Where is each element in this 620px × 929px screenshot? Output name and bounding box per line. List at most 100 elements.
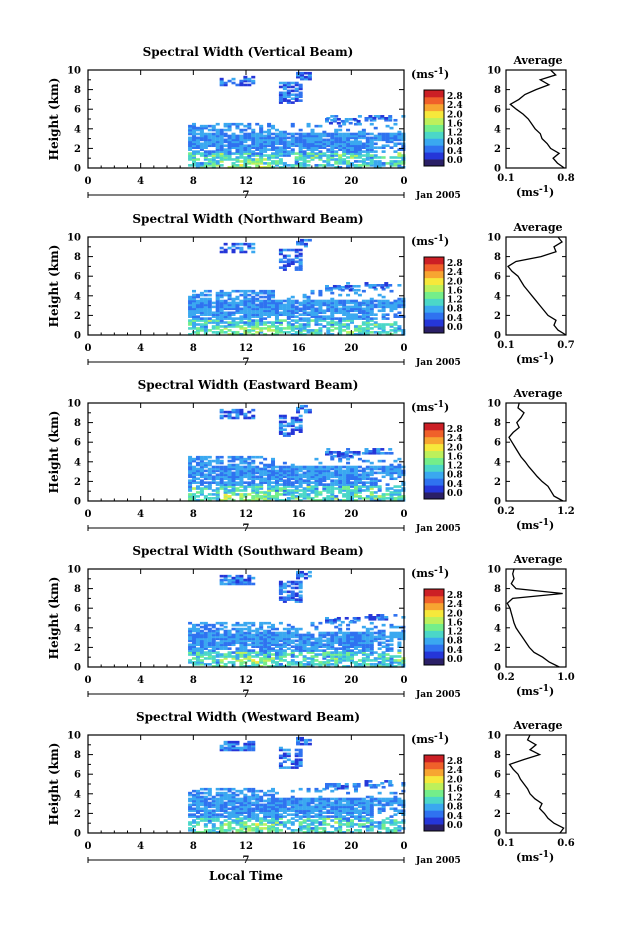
echo-cell: [306, 481, 311, 484]
echo-cell: [211, 162, 216, 165]
echo-cell: [306, 311, 311, 315]
echo-cell: [219, 408, 224, 412]
average-unit: (ms-1): [516, 185, 554, 199]
echo-cell: [306, 317, 311, 320]
echo-cell: [306, 805, 311, 809]
echo-cell: [353, 477, 358, 481]
echo-cell: [338, 319, 343, 322]
echo-cell: [318, 315, 323, 318]
echo-cell: [235, 122, 240, 126]
echo-cell: [274, 815, 279, 818]
echo-cell: [322, 479, 327, 482]
echo-cell: [219, 305, 224, 309]
echo-cell: [255, 309, 260, 313]
echo-cell: [389, 657, 394, 660]
heatmap-cells: [188, 238, 406, 336]
echo-cell: [227, 479, 232, 482]
echo-cell: [227, 323, 232, 326]
y-tick-label: 4: [74, 623, 81, 634]
echo-cell: [326, 655, 331, 658]
echo-cell: [302, 301, 307, 305]
echo-cell: [334, 146, 339, 149]
echo-cell: [207, 627, 212, 631]
avg-x-tick-label: 0.1: [497, 173, 514, 184]
echo-cell: [211, 325, 216, 328]
echo-cell: [223, 633, 228, 637]
echo-cell: [235, 813, 240, 816]
echo-cell: [365, 321, 370, 324]
echo-cell: [318, 665, 323, 668]
echo-cell: [243, 641, 248, 645]
echo-cell: [274, 156, 279, 159]
echo-cell: [393, 491, 398, 494]
echo-cell: [199, 655, 204, 658]
echo-cell: [373, 156, 378, 159]
echo-cell: [215, 301, 220, 305]
echo-cell: [239, 789, 244, 793]
echo-cell: [243, 580, 248, 584]
echo-cell: [192, 813, 197, 816]
echo-cell: [188, 323, 193, 326]
echo-cell: [286, 101, 291, 104]
echo-cell: [303, 576, 308, 580]
echo-cell: [199, 475, 204, 479]
echo-cell: [369, 146, 374, 149]
echo-cell: [302, 821, 307, 824]
echo-cell: [239, 457, 244, 461]
echo-cell: [334, 138, 339, 142]
echo-cell: [239, 576, 244, 580]
echo-cell: [203, 825, 208, 828]
echo-cell: [373, 303, 378, 307]
echo-cell: [330, 633, 335, 637]
echo-cell: [274, 321, 279, 324]
echo-cell: [255, 154, 260, 157]
echo-cell: [350, 162, 355, 165]
echo-cell: [192, 305, 197, 309]
echo-cell: [271, 291, 276, 295]
echo-cell: [314, 641, 319, 645]
echo-cell: [219, 801, 224, 805]
date-label: Jan 2005: [415, 358, 461, 368]
echo-cell: [330, 333, 335, 336]
echo-cell: [286, 424, 291, 428]
echo-cell: [274, 799, 279, 803]
echo-cell: [342, 134, 347, 138]
echo-cell: [389, 156, 394, 159]
echo-cell: [353, 663, 358, 666]
echo-cell: [243, 487, 248, 490]
echo-cell: [274, 497, 279, 500]
echo-cell: [314, 467, 319, 471]
echo-cell: [290, 598, 295, 601]
colorbar-segment: [424, 312, 444, 320]
echo-cell: [199, 297, 204, 301]
echo-cell: [353, 469, 358, 473]
echo-cell: [342, 809, 347, 813]
echo-cell: [239, 493, 244, 496]
echo-cell: [393, 485, 398, 488]
echo-cell: [294, 592, 299, 596]
echo-cell: [274, 791, 279, 795]
echo-cell: [310, 154, 315, 157]
echo-cell: [219, 130, 224, 134]
echo-cell: [211, 315, 216, 318]
echo-cell: [401, 637, 406, 641]
echo-cell: [377, 162, 382, 165]
echo-cell: [282, 164, 287, 167]
echo-cell: [294, 97, 299, 100]
echo-cell: [353, 635, 358, 639]
echo-cell: [195, 146, 200, 149]
echo-cell: [251, 801, 256, 805]
echo-cell: [306, 807, 311, 811]
echo-cell: [278, 823, 283, 826]
echo-cell: [267, 309, 272, 313]
echo-cell: [231, 457, 236, 461]
echo-cell: [195, 793, 200, 797]
echo-cell: [243, 289, 248, 293]
echo-cell: [227, 329, 232, 332]
echo-cell: [267, 471, 272, 475]
x-tick-label: 8: [190, 509, 197, 520]
echo-cell: [211, 150, 216, 153]
echo-cell: [199, 311, 204, 315]
echo-cell: [199, 647, 204, 650]
echo-cell: [219, 485, 224, 488]
